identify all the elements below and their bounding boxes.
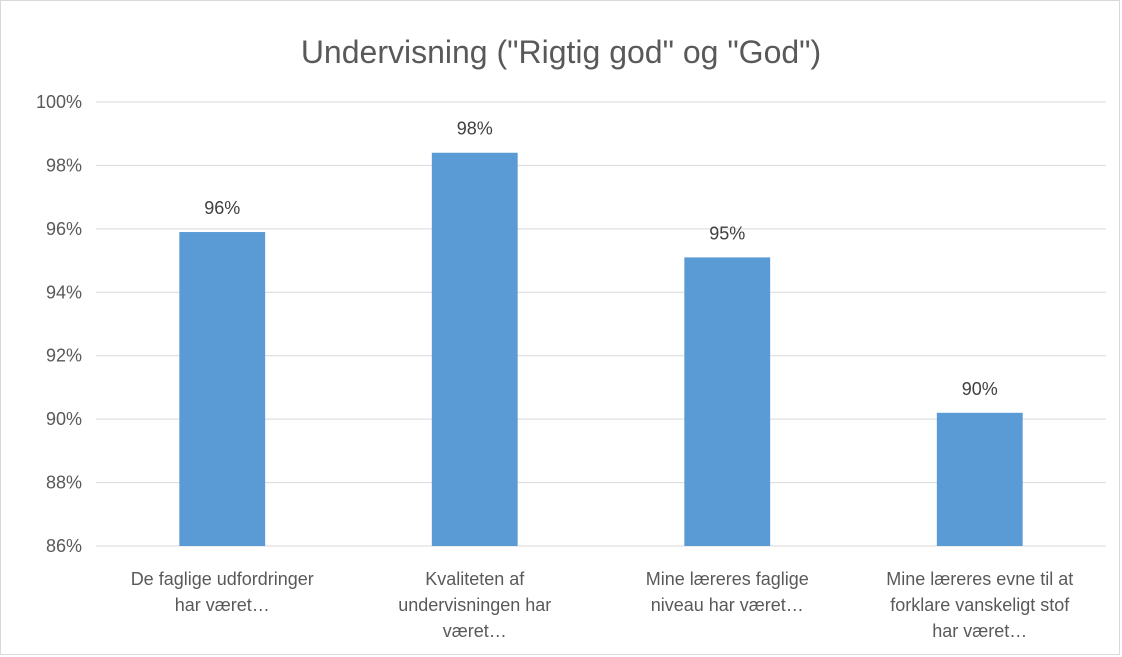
y-tick-label: 98% — [46, 155, 82, 175]
x-category-label: Kvaliteten af undervisningen har været… — [398, 569, 551, 641]
x-category-label-line: Mine læreres faglige — [646, 569, 809, 589]
bar — [684, 257, 771, 546]
y-tick-label: 88% — [46, 473, 82, 493]
x-category-label-line: niveau har været… — [651, 595, 804, 615]
x-category-label-line: været… — [443, 621, 507, 641]
x-category-label-line: undervisningen har — [398, 595, 551, 615]
data-label: 95% — [709, 223, 745, 243]
x-category-label-line: Kvaliteten af — [425, 569, 525, 589]
x-category-label-line: De faglige udfordringer — [131, 569, 314, 589]
y-tick-label: 90% — [46, 409, 82, 429]
y-tick-label: 94% — [46, 282, 82, 302]
x-category-label-line: har været… — [175, 595, 270, 615]
x-category-label-line: har været… — [932, 621, 1027, 641]
x-axis-category-labels: De faglige udfordringer har været… Kvalite… — [131, 569, 1074, 641]
x-category-label-line: Mine læreres evne til at — [886, 569, 1073, 589]
chart-title: Undervisning ("Rigtig god" og "God") — [301, 34, 821, 70]
data-label: 96% — [204, 198, 240, 218]
x-category-label: Mine læreres evne til at forklare vanskel… — [886, 569, 1073, 641]
data-label: 90% — [962, 379, 998, 399]
bars — [179, 152, 1023, 546]
y-tick-label: 92% — [46, 346, 82, 366]
x-category-label-line: forklare vanskeligt stof — [890, 595, 1070, 615]
y-tick-label: 86% — [46, 536, 82, 556]
y-axis-tick-labels: 86% 88% 90% 92% 94% 96% 98% 100% — [36, 92, 82, 556]
x-category-label: Mine læreres faglige niveau har været… — [646, 569, 809, 615]
y-tick-label: 96% — [46, 219, 82, 239]
bar — [431, 152, 518, 546]
bar — [179, 232, 266, 546]
data-labels: 96% 98% 95% 90% — [204, 119, 998, 399]
y-tick-label: 100% — [36, 92, 82, 112]
data-label: 98% — [457, 119, 493, 139]
x-category-label: De faglige udfordringer har været… — [131, 569, 314, 615]
bar — [936, 412, 1023, 546]
